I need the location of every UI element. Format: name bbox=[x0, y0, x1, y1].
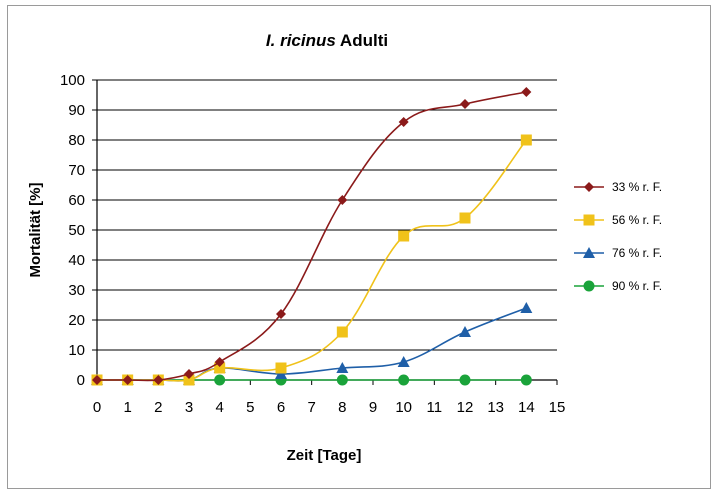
series-4-point-10 bbox=[398, 374, 410, 386]
chart-title-rest: Adulti bbox=[336, 31, 388, 50]
series-3-point-8 bbox=[336, 362, 349, 373]
legend-item-3-marker bbox=[583, 247, 595, 258]
series-2-point-4 bbox=[214, 362, 226, 374]
series-1-point-10 bbox=[398, 117, 409, 127]
x-tick-label-12: 12 bbox=[457, 399, 474, 416]
x-tick-labels: 0 1 2 3 4 5 6 7 8 9 10 11 12 13 14 15 bbox=[93, 399, 566, 416]
x-tick-label-10: 10 bbox=[395, 399, 412, 416]
legend: 33 % r. F. 56 % r. F. 76 % r. F. 90 % r. F. bbox=[574, 180, 662, 293]
x-tick-label-0: 0 bbox=[93, 399, 101, 416]
series-3-point-14 bbox=[520, 302, 533, 313]
series-2-point-10 bbox=[398, 230, 410, 242]
series-1-line bbox=[96, 91, 527, 382]
series-1-point-14 bbox=[521, 87, 532, 97]
series-3-point-12 bbox=[459, 326, 471, 337]
legend-item-1-marker bbox=[584, 182, 594, 192]
y-tick-label-0: 0 bbox=[77, 372, 85, 389]
y-tick-label-20: 20 bbox=[68, 312, 85, 329]
y-tick-label-90: 90 bbox=[68, 102, 85, 119]
y-tick-label-60: 60 bbox=[68, 192, 85, 209]
series-1-point-8 bbox=[337, 195, 348, 205]
legend-item-3-label: 76 % r. F. bbox=[612, 246, 662, 260]
x-tick-label-11: 11 bbox=[427, 399, 443, 416]
series-1-point-4 bbox=[214, 357, 225, 367]
x-tick-label-5: 5 bbox=[246, 399, 254, 416]
y-tick-label-70: 70 bbox=[68, 162, 85, 179]
gridlines bbox=[97, 79, 557, 351]
series-1-point-0 bbox=[92, 375, 102, 385]
x-tick-label-7: 7 bbox=[307, 399, 315, 416]
series-1-point-12 bbox=[460, 99, 470, 109]
series-3 bbox=[91, 302, 533, 385]
series-2-point-8 bbox=[336, 326, 348, 338]
series-3-line bbox=[96, 307, 527, 382]
x-tick-label-3: 3 bbox=[185, 399, 193, 416]
x-axis-label: Zeit [Tage] bbox=[287, 447, 362, 464]
chart-frame bbox=[7, 5, 711, 489]
legend-item-3: 76 % r. F. bbox=[574, 246, 662, 260]
series-group bbox=[91, 87, 533, 386]
series-1-point-6 bbox=[276, 309, 286, 319]
legend-item-4-label: 90 % r. F. bbox=[612, 279, 662, 293]
y-tick-label-30: 30 bbox=[68, 282, 85, 299]
series-1-point-2 bbox=[153, 375, 164, 385]
series-4-point-14 bbox=[520, 374, 532, 386]
series-1 bbox=[92, 87, 532, 385]
legend-item-4-marker bbox=[583, 280, 595, 292]
x-tick-label-1: 1 bbox=[123, 399, 131, 416]
x-tick-label-13: 13 bbox=[487, 399, 504, 416]
series-2-point-6 bbox=[275, 362, 287, 374]
legend-item-1: 33 % r. F. bbox=[574, 180, 662, 194]
series-4-point-4 bbox=[214, 374, 226, 386]
y-tick-label-100: 100 bbox=[60, 72, 85, 89]
series-2-point-14 bbox=[520, 134, 532, 146]
x-tick-label-15: 15 bbox=[549, 399, 566, 416]
x-tick-label-6: 6 bbox=[277, 399, 285, 416]
x-tick-label-2: 2 bbox=[154, 399, 162, 416]
x-tick-label-8: 8 bbox=[338, 399, 346, 416]
chart-title-italic: I. ricinus bbox=[266, 31, 336, 50]
x-tick-label-4: 4 bbox=[215, 399, 223, 416]
series-1-point-3 bbox=[184, 369, 194, 379]
legend-item-4: 90 % r. F. bbox=[574, 279, 662, 293]
y-tick-label-50: 50 bbox=[68, 222, 85, 239]
y-tick-labels: 0 10 20 30 40 50 60 70 80 90 100 bbox=[60, 72, 85, 389]
series-2-point-3 bbox=[183, 374, 195, 386]
y-axis-label: Mortalität [%] bbox=[27, 183, 44, 278]
chart-title: I. ricinus Adulti bbox=[266, 31, 388, 50]
y-tick-label-10: 10 bbox=[68, 342, 85, 359]
legend-item-1-label: 33 % r. F. bbox=[612, 180, 662, 194]
x-tick-label-14: 14 bbox=[518, 399, 535, 416]
legend-item-2-marker bbox=[583, 214, 595, 226]
y-tick-label-40: 40 bbox=[68, 252, 85, 269]
legend-item-2-label: 56 % r. F. bbox=[612, 213, 662, 227]
x-tick-label-9: 9 bbox=[369, 399, 377, 416]
series-4-point-12 bbox=[459, 374, 471, 386]
y-tick-label-80: 80 bbox=[68, 132, 85, 149]
series-1-point-1 bbox=[122, 375, 133, 385]
series-4-point-8 bbox=[336, 374, 348, 386]
series-3-point-10 bbox=[397, 356, 410, 367]
legend-item-2: 56 % r. F. bbox=[574, 213, 662, 227]
series-2-point-12 bbox=[459, 212, 471, 224]
